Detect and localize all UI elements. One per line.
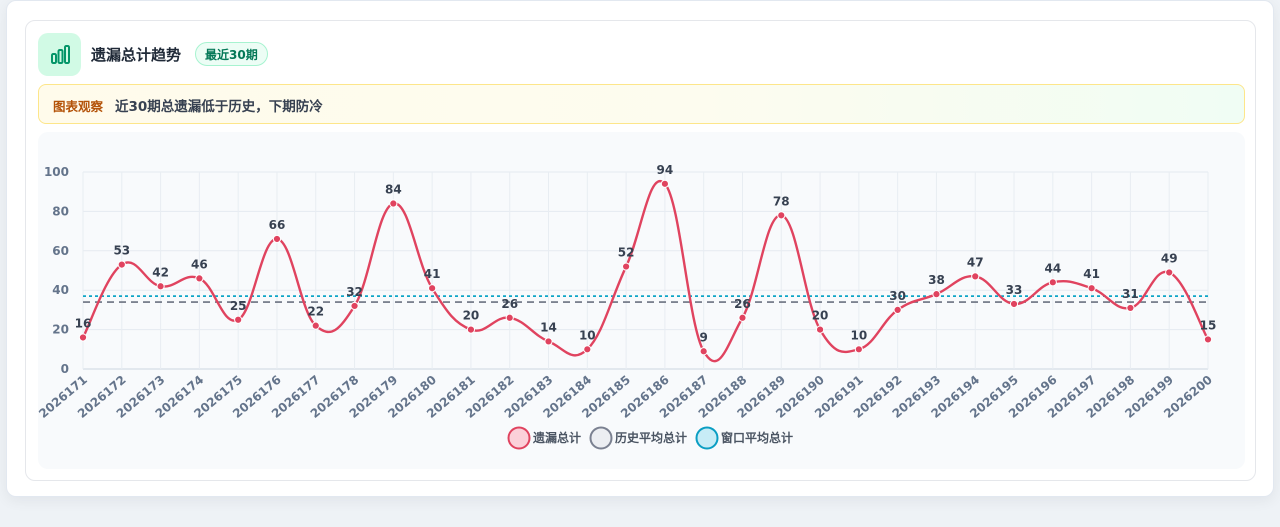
- chart-title: 遗漏总计趋势: [91, 46, 182, 64]
- data-point: [311, 321, 320, 330]
- legend-label: 窗口平均总计: [721, 430, 793, 445]
- data-label: 20: [463, 309, 480, 323]
- legend-marker: [589, 426, 613, 450]
- data-label: 9: [700, 330, 708, 344]
- data-label: 41: [1083, 267, 1100, 281]
- insight-label: 图表观察: [53, 99, 104, 114]
- data-label: 49: [1161, 251, 1178, 265]
- legend-label: 历史平均总计: [615, 430, 687, 445]
- data-label: 84: [385, 183, 402, 197]
- y-tick-label: 80: [52, 204, 69, 218]
- chart-area: 0 20 40 60 80 100 2026171 2026172 2026173 2026174…: [36, 132, 1245, 469]
- data-label: 78: [773, 194, 790, 208]
- data-label: 94: [657, 163, 674, 177]
- data-point: [854, 345, 863, 354]
- data-point: [350, 301, 359, 311]
- data-label: 44: [1044, 261, 1061, 275]
- data-label: 42: [152, 265, 169, 279]
- data-label: 10: [579, 328, 596, 342]
- data-point: [544, 337, 553, 346]
- insight-text: 近30期总遗漏低于历史，下期防冷: [115, 99, 323, 115]
- legend: 遗漏总计 历史平均总计 窗口平均总计: [507, 426, 793, 450]
- data-point: [660, 179, 669, 188]
- legend-item: 历史平均总计: [589, 426, 687, 450]
- period-badge: 最近30期: [195, 42, 268, 66]
- grid-lines: [82, 171, 1209, 370]
- data-label: 25: [230, 299, 247, 313]
- data-point: [622, 262, 631, 271]
- data-point: [893, 305, 902, 314]
- data-label: 32: [346, 285, 363, 299]
- data-points: [78, 179, 1213, 356]
- data-label: 46: [191, 257, 208, 271]
- chart-card: 遗漏总计趋势 最近30期 图表观察 近30期总遗漏低于历史，下期防冷 0 20 40…: [25, 20, 1256, 481]
- data-point: [932, 290, 941, 299]
- insight-banner: 图表观察 近30期总遗漏低于历史，下期防冷: [38, 84, 1245, 124]
- data-label: 31: [1122, 287, 1139, 301]
- data-label: 26: [501, 297, 518, 311]
- data-label: 10: [851, 328, 868, 342]
- data-point: [1126, 303, 1135, 313]
- page-container: 遗漏总计趋势 最近30期 图表观察 近30期总遗漏低于历史，下期防冷 0 20 40…: [6, 0, 1274, 497]
- data-label: 52: [618, 246, 635, 260]
- legend-item: 窗口平均总计: [695, 426, 793, 450]
- y-tick-label: 60: [52, 244, 69, 258]
- legend-label: 遗漏总计: [532, 430, 581, 445]
- data-point: [971, 272, 980, 281]
- y-axis-labels: 0 20 40 60 80 100: [44, 165, 69, 376]
- data-point: [272, 234, 282, 244]
- data-point: [815, 325, 825, 334]
- data-point: [738, 313, 747, 322]
- bar-chart-icon: [38, 33, 81, 76]
- data-point: [1165, 268, 1174, 277]
- data-label: 30: [889, 289, 906, 303]
- data-point: [117, 260, 126, 269]
- data-point: [78, 333, 88, 342]
- y-tick-label: 20: [52, 323, 69, 337]
- data-label: 26: [734, 297, 751, 311]
- legend-marker: [695, 426, 719, 450]
- data-label: 16: [75, 316, 92, 330]
- data-label: 33: [1006, 283, 1023, 297]
- series-line-main: [81, 180, 1210, 363]
- data-point: [1087, 284, 1096, 293]
- data-point: [1048, 278, 1057, 287]
- line-chart: 0 20 40 60 80 100 2026171202617220261732026174…: [36, 163, 1217, 450]
- legend-marker: [507, 426, 531, 450]
- data-point: [505, 313, 514, 322]
- legend-item: 遗漏总计: [507, 426, 581, 450]
- data-point: [583, 345, 592, 354]
- data-point: [428, 284, 437, 293]
- data-label: 14: [540, 320, 557, 334]
- data-labels: 1653424625662232844120261410529492678201…: [75, 163, 1217, 344]
- x-axis-labels: 2026171202617220261732026174202617520261…: [36, 373, 1215, 421]
- data-label: 22: [307, 305, 324, 319]
- data-point: [699, 347, 708, 356]
- data-point: [777, 211, 786, 220]
- data-label: 38: [928, 273, 945, 287]
- data-point: [156, 282, 165, 291]
- data-point: [389, 199, 398, 208]
- data-label: 66: [269, 218, 286, 232]
- data-label: 15: [1200, 318, 1217, 332]
- data-label: 53: [113, 244, 130, 258]
- data-label: 41: [424, 267, 441, 281]
- y-tick-label: 100: [44, 165, 69, 179]
- data-label: 20: [812, 309, 829, 323]
- data-point: [195, 274, 204, 283]
- data-label: 47: [967, 255, 984, 269]
- data-point: [1203, 335, 1213, 344]
- data-point: [1009, 299, 1019, 309]
- data-point: [466, 325, 476, 334]
- y-tick-label: 0: [61, 362, 69, 376]
- data-point: [234, 315, 243, 324]
- y-tick-label: 40: [52, 283, 69, 297]
